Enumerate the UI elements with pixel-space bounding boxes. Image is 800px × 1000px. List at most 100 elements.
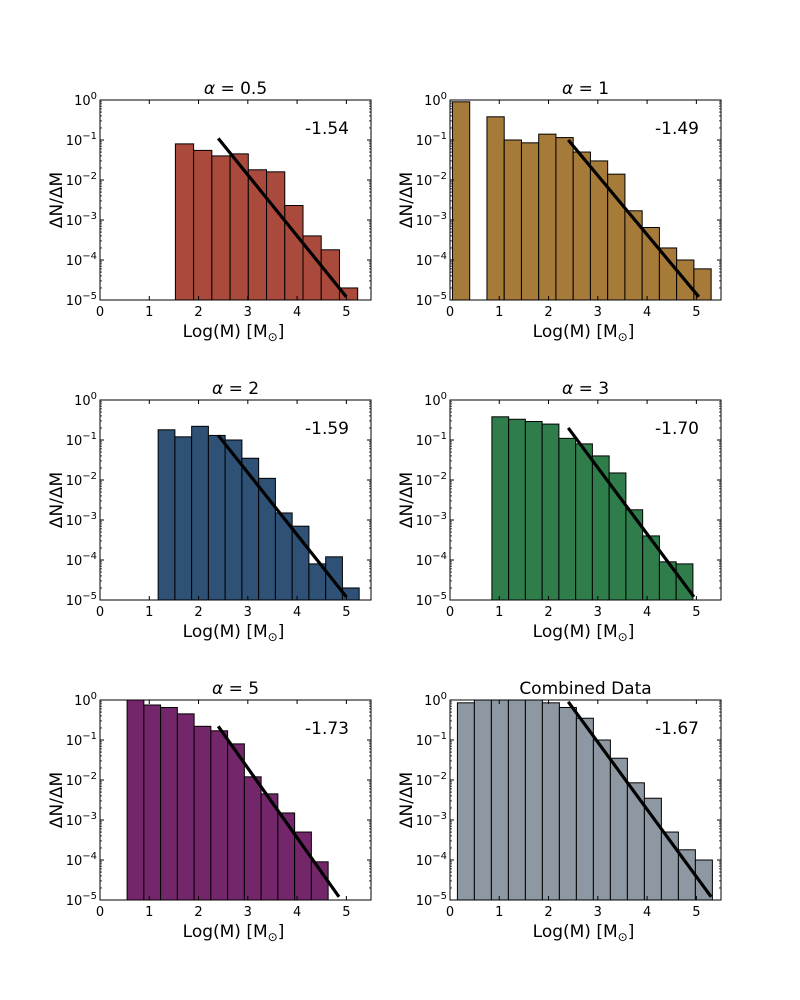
- slope-label: -1.70: [655, 419, 699, 439]
- y-tick-label: 10−3: [416, 511, 447, 529]
- y-tick-label: 10−4: [416, 251, 447, 269]
- y-tick-label: 10−3: [416, 211, 447, 229]
- y-tick-label: 10−5: [416, 891, 447, 909]
- y-axis-label: ΔN/ΔM: [397, 472, 417, 528]
- panel-alpha-5: 0 1 2 3 4 5 100 10−1 10−2 10−3 10−4 10−5 α = 5 -1.73 L…: [47, 679, 372, 944]
- x-tick-label: 5: [692, 605, 700, 620]
- x-tick-label: 4: [643, 605, 651, 620]
- plot-contents: [174, 137, 359, 300]
- histogram-bar: [160, 706, 178, 900]
- plot-contents: [456, 700, 713, 900]
- y-tick-label: 10−4: [66, 251, 97, 269]
- panel-alpha-1: 0 1 2 3 4 5 100 10−1 10−2 10−3 10−4 10−5 α = 1 -1.49 L…: [397, 79, 722, 344]
- x-axis-label: Log(M) [M⊙]: [533, 322, 635, 344]
- y-axis-label: ΔN/ΔM: [47, 772, 67, 828]
- panel-title: α = 5: [212, 679, 259, 699]
- slope-label: -1.59: [305, 419, 349, 439]
- y-tick-label: 10−4: [66, 551, 97, 569]
- panel-alpha-3: 0 1 2 3 4 5 100 10−1 10−2 10−3 10−4 10−5 α = 3 -1.70 L…: [397, 379, 722, 644]
- y-tick-label: 10−2: [66, 471, 97, 489]
- panel-alpha-0-5: 0 1 2 3 4 5 100 10−1 10−2 10−3 10−4 10−5 α = 0.5 -1.5…: [47, 79, 372, 344]
- power-law-fit-line: [567, 138, 701, 298]
- x-tick-label: 0: [446, 905, 454, 920]
- histogram-bar: [338, 287, 359, 300]
- x-tick-label: 1: [145, 605, 153, 620]
- histogram-bar: [491, 416, 510, 600]
- histogram-bar: [503, 139, 522, 300]
- histogram-bar: [174, 143, 195, 300]
- axes-frame: [99, 699, 372, 901]
- panel-title: α = 0.5: [204, 79, 267, 99]
- x-tick-label: 5: [342, 305, 350, 320]
- x-tick-label: 0: [446, 305, 454, 320]
- histogram-bar: [174, 436, 193, 600]
- x-tick-label: 2: [194, 605, 202, 620]
- y-tick-label: 100: [424, 691, 447, 709]
- y-tick-label: 10−2: [416, 171, 447, 189]
- histogram-bar: [575, 443, 593, 600]
- x-tick-label: 2: [544, 605, 552, 620]
- x-tick-label: 3: [594, 305, 602, 320]
- y-tick-label: 10−1: [416, 431, 447, 449]
- y-tick-label: 10−4: [416, 851, 447, 869]
- histogram-bar: [558, 437, 577, 600]
- histogram-bar: [157, 429, 176, 600]
- histogram-bar: [524, 700, 543, 900]
- x-tick-label: 1: [495, 905, 503, 920]
- y-tick-label: 10−1: [66, 731, 97, 749]
- x-tick-label: 5: [692, 305, 700, 320]
- x-tick-label: 3: [594, 605, 602, 620]
- y-tick-label: 10−4: [66, 851, 97, 869]
- y-tick-label: 10−4: [416, 551, 447, 569]
- y-tick-label: 10−3: [66, 511, 97, 529]
- histogram-bar: [456, 702, 475, 900]
- x-tick-label: 2: [544, 905, 552, 920]
- power-law-fit-line: [566, 700, 713, 898]
- slope-label: -1.49: [655, 119, 699, 139]
- histogram-bar: [694, 859, 713, 900]
- slope-label: -1.67: [655, 719, 699, 739]
- y-tick-label: 10−1: [416, 131, 447, 149]
- x-tick-label: 4: [293, 905, 301, 920]
- axes-frame: [449, 99, 722, 301]
- histogram-bar: [294, 831, 312, 900]
- panel-title: Combined Data: [519, 679, 651, 699]
- histogram-bar: [486, 116, 505, 300]
- y-tick-label: 10−2: [66, 771, 97, 789]
- histogram-bar: [451, 101, 471, 300]
- x-tick-label: 3: [594, 905, 602, 920]
- histogram-bar: [260, 793, 279, 900]
- x-tick-label: 4: [643, 905, 651, 920]
- power-law-fit-line: [566, 427, 696, 598]
- histogram-bar: [558, 706, 577, 900]
- histogram-bar: [541, 423, 560, 600]
- slope-label: -1.73: [305, 719, 349, 739]
- x-axis-label: Log(M) [M⊙]: [183, 622, 285, 644]
- histogram-bar: [191, 425, 209, 600]
- histogram-bar: [277, 812, 296, 900]
- y-tick-label: 10−5: [416, 291, 447, 309]
- x-tick-label: 2: [194, 305, 202, 320]
- histogram-bar: [555, 137, 574, 300]
- x-tick-label: 1: [495, 305, 503, 320]
- y-tick-label: 100: [74, 91, 97, 109]
- axes-frame: [449, 399, 722, 601]
- histogram-bar: [229, 153, 249, 300]
- x-tick-label: 1: [145, 905, 153, 920]
- y-tick-label: 100: [74, 691, 97, 709]
- histogram-bar: [592, 739, 611, 900]
- histogram-bar: [538, 133, 557, 300]
- y-axis-label: ΔN/ΔM: [47, 472, 67, 528]
- histogram-bar: [572, 151, 591, 300]
- histogram-bar: [693, 268, 712, 300]
- plot-contents: [451, 101, 712, 300]
- y-tick-label: 10−5: [66, 291, 97, 309]
- x-axis-label: Log(M) [M⊙]: [183, 922, 285, 944]
- histogram-bar: [643, 797, 662, 900]
- histogram-bar: [193, 725, 212, 900]
- x-axis-label: Log(M) [M⊙]: [533, 922, 635, 944]
- histogram-bar: [575, 717, 594, 900]
- y-tick-label: 10−1: [416, 731, 447, 749]
- x-tick-label: 0: [96, 605, 104, 620]
